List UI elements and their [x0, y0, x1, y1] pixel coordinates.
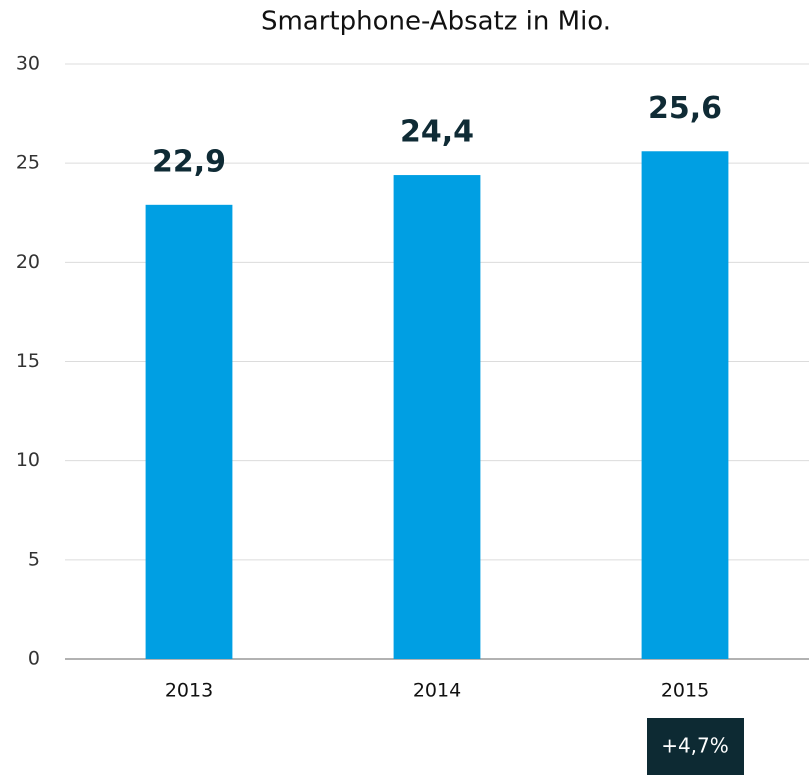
chart-title: Smartphone-Absatz in Mio.	[261, 7, 611, 37]
y-tick-label: 5	[28, 548, 40, 570]
x-tick-label: 2013	[165, 680, 213, 702]
bar	[145, 204, 233, 660]
value-label: 22,9	[152, 144, 226, 179]
value-label: 25,6	[648, 91, 722, 126]
bar	[393, 175, 481, 660]
x-tick-label: 2014	[413, 680, 461, 702]
annotation-box	[647, 718, 744, 775]
y-tick-label: 15	[16, 350, 40, 372]
x-tick-label: 2015	[661, 680, 709, 702]
y-tick-label: 30	[16, 53, 40, 75]
value-label: 24,4	[400, 115, 474, 150]
y-tick-label: 0	[28, 648, 40, 670]
annotation: +4,7%	[661, 734, 729, 758]
y-tick-label: 20	[16, 251, 40, 273]
y-tick-label: 10	[16, 449, 40, 471]
y-tick-label: 25	[16, 152, 40, 174]
bar	[641, 151, 729, 659]
